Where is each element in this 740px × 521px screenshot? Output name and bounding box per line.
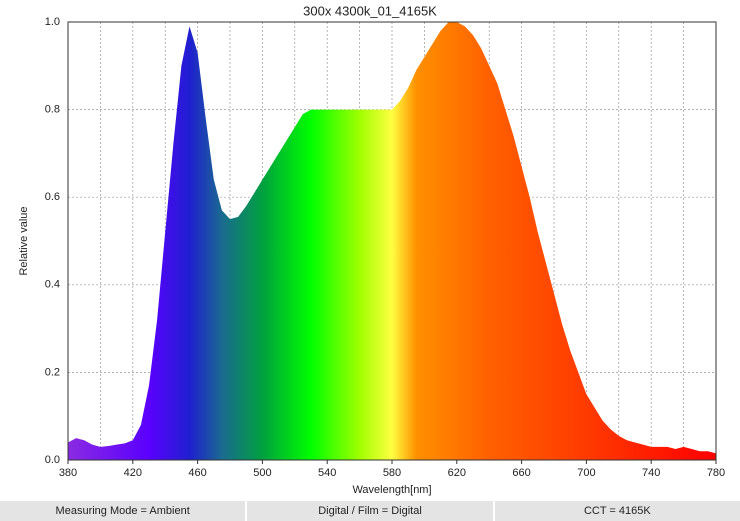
y-axis-label: Relative value [18, 206, 30, 275]
spectrum-area [68, 22, 716, 460]
footer-cell: CCT = 4165K [494, 501, 740, 521]
x-tick-label: 740 [642, 467, 660, 479]
chart: 300x 4300k_01_4165K Wavelength[nm] Relat… [18, 3, 725, 496]
y-tick-label: 0.6 [45, 191, 60, 203]
x-tick-label: 580 [383, 467, 401, 479]
y-tick-label: 0.8 [45, 104, 60, 116]
footer: Measuring Mode = Ambient Digital / Film … [0, 501, 740, 521]
x-tick-label: 500 [253, 467, 271, 479]
x-tick-label: 780 [707, 467, 725, 479]
x-tick-label: 660 [512, 467, 530, 479]
footer-cell: Digital / Film = Digital [247, 501, 495, 521]
footer-cell: Measuring Mode = Ambient [0, 501, 248, 521]
y-tick-label: 1.0 [45, 16, 60, 28]
y-tick-label: 0.2 [45, 366, 60, 378]
x-axis-label: Wavelength[nm] [352, 484, 431, 496]
x-tick-label: 620 [448, 467, 466, 479]
x-tick-label: 460 [188, 467, 206, 479]
x-tick-label: 540 [318, 467, 336, 479]
plot-frame [67, 21, 717, 461]
chart-title: 300x 4300k_01_4165K [303, 3, 437, 18]
x-tick-label: 380 [59, 467, 77, 479]
x-tick-label: 420 [124, 467, 142, 479]
y-tick-label: 0.0 [45, 454, 60, 466]
y-tick-label: 0.4 [45, 279, 60, 291]
x-tick-label: 700 [577, 467, 595, 479]
